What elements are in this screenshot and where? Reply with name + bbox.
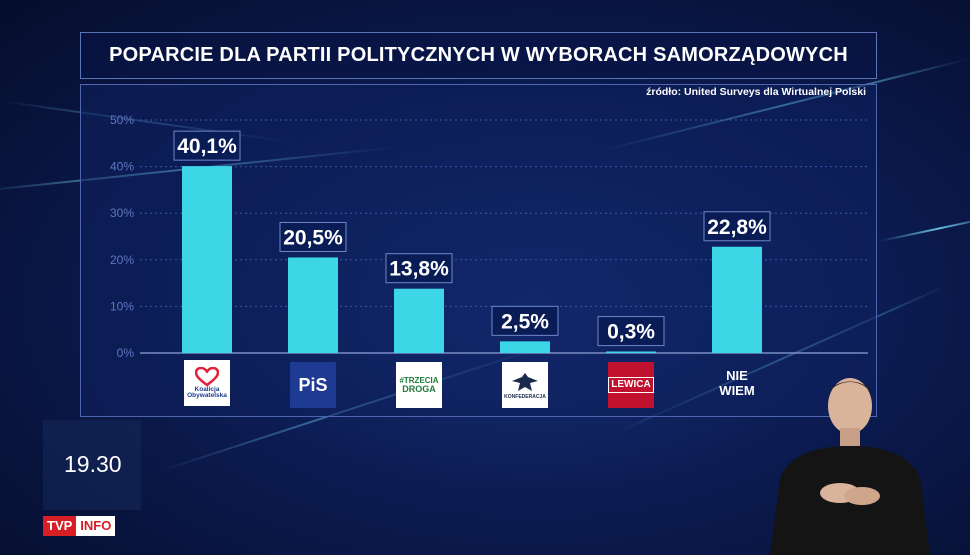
data-label: 2,5%: [501, 310, 549, 333]
logo-ko-text2: Obywatelska: [187, 392, 227, 399]
bar: [394, 288, 444, 353]
sign-language-interpreter: [770, 378, 930, 555]
data-label-box: [385, 253, 453, 284]
data-label: 20,5%: [283, 226, 343, 249]
y-tick-label: 40%: [110, 160, 134, 174]
tvp-logo-text: TVP: [43, 516, 77, 536]
bar: [712, 246, 762, 353]
heart-icon: [195, 366, 219, 387]
clock-time: 19.30: [64, 451, 122, 477]
logo-konf-text: KONFEDERACJA: [504, 393, 546, 400]
logo-td-text2: DROGA: [402, 383, 436, 394]
logo-ko-text1: Koalicja: [194, 385, 220, 393]
data-label-box: [491, 305, 559, 336]
data-label-box: [279, 221, 347, 252]
data-label-box: [173, 130, 241, 161]
chart-title-box: POPARCIE DLA PARTII POLITYCZNYCH W WYBOR…: [80, 32, 877, 79]
bar: [606, 351, 656, 353]
logo-koalicja-obywatelska: Koalicja Obywatelska: [184, 360, 230, 406]
eagle-icon: [511, 372, 538, 391]
data-label: 13,8%: [389, 258, 449, 281]
logo-td-text1: #TRZECIA: [399, 375, 439, 385]
nie-wiem-line2: WIEM: [719, 383, 755, 398]
data-label: 0,3%: [607, 321, 655, 344]
logo-lewica-text: LEWICA: [608, 377, 654, 393]
y-tick-label: 30%: [110, 206, 134, 220]
source-label: źródło: United Surveys dla Wirtualnej Po…: [646, 86, 866, 98]
data-label: 40,1%: [177, 135, 237, 158]
y-tick-label: 10%: [110, 299, 134, 313]
bar: [288, 257, 338, 353]
logo-pis-text: PiS: [298, 375, 328, 395]
tvp-info-logo: TVP INFO: [43, 516, 116, 536]
logo-konfederacja: KONFEDERACJA: [502, 362, 548, 408]
logo-lewica: LEWICA: [608, 362, 654, 408]
data-label: 22,8%: [707, 216, 767, 239]
y-tick-label: 20%: [110, 253, 134, 267]
nie-wiem-line1: NIE: [726, 368, 748, 383]
clock-box: 19.30: [43, 420, 141, 510]
bar: [500, 341, 550, 353]
chart-title: POPARCIE DLA PARTII POLITYCZNYCH W WYBOR…: [109, 44, 848, 66]
data-label-box: [597, 316, 665, 347]
logo-trzecia-droga: #TRZECIA DROGA: [396, 362, 442, 408]
logo-pis: PiS: [290, 362, 336, 408]
bar: [182, 166, 232, 353]
y-tick-label: 50%: [110, 113, 134, 127]
nie-wiem-label: NIE WIEM: [707, 368, 767, 398]
data-label-box: [703, 211, 771, 242]
y-tick-label: 0%: [117, 346, 135, 360]
info-logo-text: INFO: [76, 516, 116, 536]
